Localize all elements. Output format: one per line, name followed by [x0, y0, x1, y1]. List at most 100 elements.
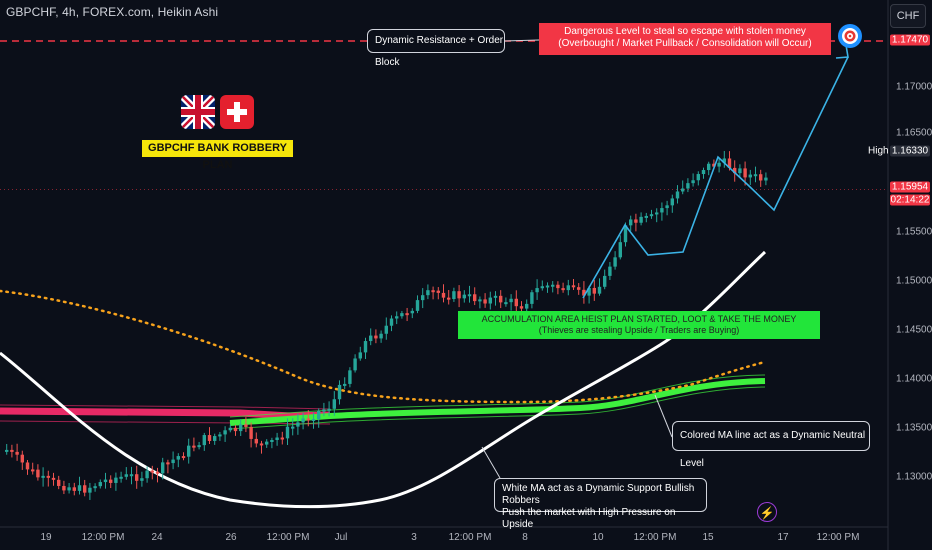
candle-body [10, 449, 14, 452]
candle-body [556, 284, 560, 289]
candle-body [701, 170, 706, 175]
candle-body [649, 214, 654, 217]
time-label: 12:00 PM [633, 532, 677, 543]
candle-body [561, 288, 565, 291]
candle-body [265, 441, 269, 445]
candle-body [675, 191, 680, 199]
accumulation-area-note[interactable]: ACCUMULATION AREA HEIST PLAN STARTED, LO… [458, 311, 820, 339]
candle-body [119, 476, 123, 479]
candle-body [571, 285, 576, 288]
candle-body [462, 294, 466, 299]
candle-body [369, 335, 373, 342]
candle-body [597, 286, 602, 294]
candle-body [311, 418, 316, 421]
candle-body [77, 485, 82, 491]
price-label: 1.13500 [896, 422, 932, 434]
candle-body [655, 212, 659, 215]
candle-body [696, 174, 700, 181]
candle-body [759, 174, 763, 181]
candle-body [540, 286, 544, 289]
candle-body [525, 303, 529, 309]
candle-body [155, 471, 160, 474]
candle-body [447, 297, 451, 300]
pink-ma-edge [0, 404, 331, 410]
candle-body [306, 418, 310, 421]
candle-body [608, 266, 612, 276]
candles [5, 150, 768, 500]
candle-body [171, 459, 175, 464]
danger-line-1: Dangerous Level to steal so escape with … [564, 26, 806, 37]
currency-button[interactable]: CHF [890, 4, 926, 28]
candle-body [72, 487, 76, 491]
candle-body [83, 485, 87, 493]
candle-body [36, 469, 40, 478]
candle-body [301, 418, 305, 423]
resistance-price-tag: 1.17470 [890, 34, 930, 46]
time-label: 10 [592, 532, 604, 543]
candle-body [124, 474, 128, 477]
candle-body [332, 399, 336, 409]
candle-body [363, 341, 368, 353]
time-label: 17 [777, 532, 789, 543]
candle-body [51, 477, 56, 480]
candle-body [322, 409, 326, 412]
candle-body [374, 335, 378, 339]
candle-body [441, 292, 446, 298]
lightning-icon[interactable]: ⚡ [757, 502, 777, 522]
candle-body [717, 162, 721, 167]
danger-line-2: (Overbought / Market Pullback / Consolid… [558, 38, 812, 49]
candle-body [473, 294, 477, 302]
candle-body [15, 451, 19, 455]
candle-body [603, 275, 607, 287]
callout-connector [654, 394, 673, 438]
danger-level-note[interactable]: Dangerous Level to steal so escape with … [539, 23, 831, 55]
candle-body [545, 285, 550, 288]
candle-body [618, 242, 622, 258]
price-label: 1.13000 [896, 471, 932, 483]
candle-body [31, 469, 35, 472]
candle-body [327, 408, 331, 411]
candle-body [743, 168, 747, 178]
candle-body [62, 485, 66, 491]
white-ma-callout[interactable]: White MA act as a Dynamic Support Bullis… [494, 478, 707, 530]
candle-body [660, 208, 664, 213]
candle-body [161, 462, 165, 474]
candle-body [722, 158, 726, 163]
candle-body [582, 289, 586, 296]
candle-body [254, 438, 258, 444]
plan-title[interactable]: GBPCHF BANK ROBBERY PLAN [142, 140, 293, 171]
candle-body [353, 358, 357, 371]
candle-body [535, 288, 539, 293]
candle-body [233, 427, 238, 432]
colored-ma-callout[interactable]: Colored MA line act as a Dynamic Neutral… [672, 421, 870, 469]
candle-body [644, 215, 648, 218]
green-ma-band [229, 378, 766, 426]
uk-flag-icon [181, 95, 215, 129]
time-label: 12:00 PM [816, 532, 860, 543]
price-label: 1.16500 [896, 127, 932, 139]
candle-body [504, 302, 508, 305]
candle-body [202, 435, 206, 446]
candle-body [67, 487, 71, 491]
symbol-header[interactable]: GBPCHF, 4h, FOREX.com, Heikin Ashi [6, 5, 219, 19]
candle-body [5, 449, 9, 452]
candle-body [629, 219, 633, 226]
orange-ma [0, 289, 767, 404]
green-ma-edge [229, 386, 766, 430]
candle-body [665, 205, 669, 209]
countdown-tag: 02:14:22 [890, 194, 930, 206]
candle-body [478, 299, 482, 302]
resistance-callout[interactable]: Dynamic Resistance + Order Block [367, 29, 505, 68]
candle-body [140, 478, 144, 481]
price-label: 1.14000 [896, 373, 932, 385]
candle-body [499, 295, 503, 303]
candle-body [426, 290, 430, 296]
candle-body [337, 384, 342, 400]
candle-body [623, 225, 628, 243]
accum-line-1: ACCUMULATION AREA HEIST PLAN STARTED, LO… [481, 314, 797, 324]
candle-body [748, 174, 752, 178]
candle-body [712, 163, 716, 167]
candle-body [400, 313, 404, 317]
candle-body [228, 427, 232, 431]
